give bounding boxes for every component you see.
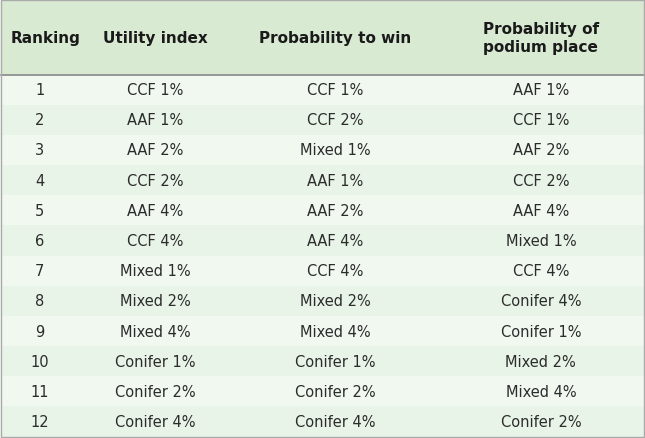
- Text: 8: 8: [35, 293, 45, 309]
- Text: Conifer 2%: Conifer 2%: [295, 384, 375, 399]
- Text: CCF 1%: CCF 1%: [127, 83, 184, 98]
- Text: Mixed 4%: Mixed 4%: [120, 324, 191, 339]
- Text: 11: 11: [31, 384, 49, 399]
- Text: AAF 4%: AAF 4%: [307, 233, 364, 248]
- Text: Mixed 4%: Mixed 4%: [506, 384, 576, 399]
- Text: Conifer 4%: Conifer 4%: [115, 414, 196, 429]
- Text: Conifer 1%: Conifer 1%: [115, 354, 196, 369]
- FancyBboxPatch shape: [1, 226, 644, 256]
- Text: 2: 2: [35, 113, 45, 128]
- Text: Mixed 1%: Mixed 1%: [300, 143, 371, 158]
- Text: CCF 2%: CCF 2%: [307, 113, 364, 128]
- FancyBboxPatch shape: [1, 166, 644, 196]
- Text: Mixed 1%: Mixed 1%: [120, 264, 191, 279]
- Text: AAF 1%: AAF 1%: [513, 83, 569, 98]
- Text: CCF 4%: CCF 4%: [307, 264, 364, 279]
- Text: 4: 4: [35, 173, 45, 188]
- Text: AAF 1%: AAF 1%: [128, 113, 184, 128]
- FancyBboxPatch shape: [1, 75, 644, 106]
- Text: 10: 10: [30, 354, 49, 369]
- Text: Conifer 4%: Conifer 4%: [295, 414, 375, 429]
- Text: Conifer 4%: Conifer 4%: [501, 293, 581, 309]
- Text: CCF 1%: CCF 1%: [513, 113, 569, 128]
- Text: Probability to win: Probability to win: [259, 31, 412, 46]
- Text: Mixed 4%: Mixed 4%: [300, 324, 371, 339]
- FancyBboxPatch shape: [1, 376, 644, 406]
- FancyBboxPatch shape: [1, 316, 644, 346]
- Text: Mixed 2%: Mixed 2%: [506, 354, 576, 369]
- Text: 12: 12: [30, 414, 49, 429]
- Text: CCF 1%: CCF 1%: [307, 83, 364, 98]
- Text: AAF 2%: AAF 2%: [307, 203, 364, 218]
- Text: Mixed 1%: Mixed 1%: [506, 233, 576, 248]
- Text: 5: 5: [35, 203, 45, 218]
- Text: Conifer 1%: Conifer 1%: [501, 324, 581, 339]
- Text: CCF 2%: CCF 2%: [513, 173, 569, 188]
- Text: Conifer 1%: Conifer 1%: [295, 354, 375, 369]
- Text: AAF 1%: AAF 1%: [307, 173, 364, 188]
- Text: 1: 1: [35, 83, 45, 98]
- Text: AAF 2%: AAF 2%: [513, 143, 569, 158]
- Text: Probability of
podium place: Probability of podium place: [483, 21, 599, 55]
- Text: 6: 6: [35, 233, 45, 248]
- Text: CCF 4%: CCF 4%: [513, 264, 569, 279]
- Text: AAF 4%: AAF 4%: [513, 203, 569, 218]
- FancyBboxPatch shape: [1, 286, 644, 316]
- FancyBboxPatch shape: [1, 196, 644, 226]
- Text: 3: 3: [35, 143, 45, 158]
- Text: AAF 4%: AAF 4%: [128, 203, 184, 218]
- Text: 7: 7: [35, 264, 45, 279]
- Text: 9: 9: [35, 324, 45, 339]
- FancyBboxPatch shape: [1, 106, 644, 136]
- FancyBboxPatch shape: [1, 1, 644, 75]
- Text: Conifer 2%: Conifer 2%: [115, 384, 196, 399]
- FancyBboxPatch shape: [1, 346, 644, 376]
- Text: CCF 4%: CCF 4%: [127, 233, 184, 248]
- Text: Ranking: Ranking: [11, 31, 81, 46]
- Text: CCF 2%: CCF 2%: [127, 173, 184, 188]
- Text: Mixed 2%: Mixed 2%: [120, 293, 191, 309]
- FancyBboxPatch shape: [1, 256, 644, 286]
- Text: Mixed 2%: Mixed 2%: [300, 293, 371, 309]
- Text: AAF 2%: AAF 2%: [127, 143, 184, 158]
- FancyBboxPatch shape: [1, 136, 644, 166]
- Text: Conifer 2%: Conifer 2%: [501, 414, 581, 429]
- FancyBboxPatch shape: [1, 406, 644, 437]
- Text: Utility index: Utility index: [103, 31, 208, 46]
